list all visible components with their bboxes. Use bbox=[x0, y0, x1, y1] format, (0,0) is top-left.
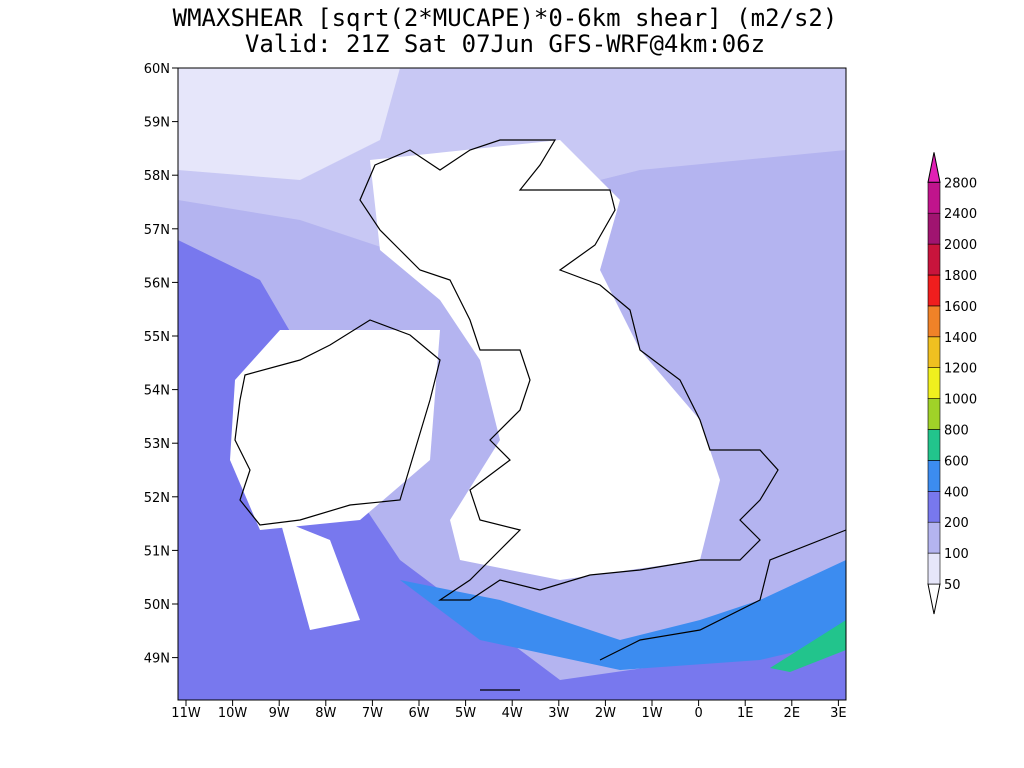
colorbar-segment bbox=[927, 367, 941, 399]
lon-label: 1E bbox=[737, 706, 754, 721]
map-field bbox=[177, 67, 847, 701]
colorbar-label: 1200 bbox=[944, 362, 977, 377]
colorbar-label: 600 bbox=[944, 454, 969, 469]
lon-label: 0 bbox=[694, 706, 702, 721]
colorbar-label: 100 bbox=[944, 547, 969, 562]
land-field bbox=[370, 140, 720, 580]
colorbar-label: 200 bbox=[944, 516, 969, 531]
colorbar-label: 800 bbox=[944, 424, 969, 439]
colorbar-segment bbox=[927, 243, 941, 276]
coastline bbox=[359, 139, 779, 601]
colorbar-label: 1800 bbox=[944, 269, 977, 284]
colorbar-segment bbox=[927, 490, 941, 523]
lon-label: 3W bbox=[548, 706, 569, 721]
title: WMAXSHEAR [sqrt(2*MUCAPE)*0-6km shear] (… bbox=[173, 4, 838, 32]
colorbar-arrow bbox=[927, 152, 941, 183]
colorbar-segment bbox=[927, 552, 941, 585]
field bbox=[280, 520, 360, 630]
lon-label: 1W bbox=[641, 706, 662, 721]
lon-label: 3E bbox=[830, 706, 847, 721]
lat-label: 49N bbox=[144, 652, 170, 667]
coastline bbox=[599, 529, 847, 661]
lat-label: 57N bbox=[144, 223, 170, 238]
colorbar-label: 2800 bbox=[944, 176, 977, 191]
lon-label: 8W bbox=[315, 706, 336, 721]
colorbar-segment bbox=[927, 429, 941, 461]
colorbar-label: 2400 bbox=[944, 207, 977, 222]
lon-label: 9W bbox=[269, 706, 290, 721]
colorbar-label: 1600 bbox=[944, 300, 977, 315]
lon-label: 2W bbox=[595, 706, 616, 721]
colorbar-label: 50 bbox=[944, 578, 961, 593]
field bbox=[770, 620, 846, 672]
lat-label: 58N bbox=[144, 169, 170, 184]
lat-label: 59N bbox=[144, 116, 170, 131]
colorbar-segment bbox=[927, 212, 941, 245]
colorbar-label: 1400 bbox=[944, 331, 977, 346]
colorbar-segment bbox=[927, 305, 941, 338]
field bbox=[178, 68, 400, 180]
colorbar-segment bbox=[927, 460, 941, 492]
colorbar-label: 2000 bbox=[944, 238, 977, 253]
colorbar-segment bbox=[927, 336, 941, 368]
lat-label: 54N bbox=[144, 384, 170, 399]
lat-label: 50N bbox=[144, 598, 170, 613]
lat-label: 51N bbox=[144, 544, 170, 559]
lat-label: 55N bbox=[144, 330, 170, 345]
lat-label: 52N bbox=[144, 491, 170, 506]
lat-label: 53N bbox=[144, 437, 170, 452]
lon-label: 6W bbox=[408, 706, 429, 721]
colorbar-arrow bbox=[927, 583, 941, 615]
colorbar-segment bbox=[927, 398, 941, 430]
land-field bbox=[230, 330, 440, 530]
subtitle: Valid: 21Z Sat 07Jun GFS-WRF@4km:06z bbox=[245, 30, 765, 58]
lat-label: 56N bbox=[144, 276, 170, 291]
colorbar-segment bbox=[927, 521, 941, 554]
colorbar-segment bbox=[927, 274, 941, 307]
lon-label: 5W bbox=[455, 706, 476, 721]
field bbox=[178, 250, 250, 560]
lon-label: 11W bbox=[171, 706, 201, 721]
colorbar-label: 1000 bbox=[944, 393, 977, 408]
field bbox=[400, 560, 846, 670]
colorbar-segment bbox=[927, 182, 941, 214]
lon-label: 10W bbox=[218, 706, 248, 721]
coastline bbox=[234, 319, 441, 526]
lon-label: 2E bbox=[784, 706, 801, 721]
lat-label: 60N bbox=[144, 62, 170, 77]
lon-label: 4W bbox=[502, 706, 523, 721]
colorbar-label: 400 bbox=[944, 485, 969, 500]
lon-label: 7W bbox=[362, 706, 383, 721]
